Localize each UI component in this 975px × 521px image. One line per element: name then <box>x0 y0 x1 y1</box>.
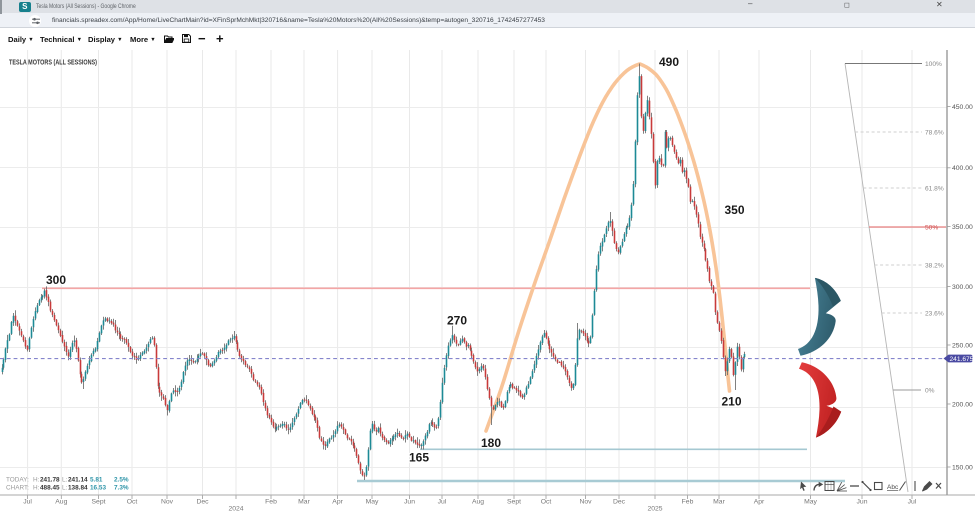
svg-text:138.84: 138.84 <box>68 484 88 491</box>
svg-text:210: 210 <box>721 395 741 409</box>
svg-text:270: 270 <box>447 314 467 328</box>
svg-text:L:: L: <box>62 484 68 491</box>
svg-text:50%: 50% <box>925 225 938 232</box>
svg-text:100%: 100% <box>925 61 942 68</box>
svg-text:490: 490 <box>659 55 679 69</box>
svg-text:78.6%: 78.6% <box>925 130 944 137</box>
svg-text:0%: 0% <box>925 388 935 395</box>
svg-text:Sept: Sept <box>507 499 521 506</box>
svg-text:241.14: 241.14 <box>68 476 88 483</box>
svg-text:H:: H: <box>33 484 40 491</box>
svg-text:16.53: 16.53 <box>90 484 106 491</box>
svg-text:23.6%: 23.6% <box>925 311 944 318</box>
svg-text:L:: L: <box>62 476 68 483</box>
svg-text:350.00: 350.00 <box>952 224 973 231</box>
svg-text:CHART:: CHART: <box>6 484 29 491</box>
svg-text:TESLA MOTORS (ALL SESSIONS): TESLA MOTORS (ALL SESSIONS) <box>9 60 97 67</box>
svg-text:Sept: Sept <box>92 499 106 506</box>
svg-text:Mar: Mar <box>298 499 310 506</box>
svg-text:241.78: 241.78 <box>40 476 60 483</box>
svg-text:200.00: 200.00 <box>952 401 973 408</box>
svg-text:May: May <box>366 499 379 506</box>
svg-text:Dec: Dec <box>613 499 626 506</box>
svg-text:Abc: Abc <box>887 484 899 491</box>
svg-text:Feb: Feb <box>265 499 277 506</box>
svg-text:241.675: 241.675 <box>950 356 974 363</box>
svg-text:Jul: Jul <box>438 499 447 506</box>
svg-text:Apr: Apr <box>332 499 343 506</box>
svg-text:Jun: Jun <box>857 499 868 506</box>
svg-text:450.00: 450.00 <box>952 104 973 111</box>
svg-text:7.3%: 7.3% <box>114 484 129 491</box>
svg-text:250.00: 250.00 <box>952 342 973 349</box>
svg-text:488.45: 488.45 <box>40 484 60 491</box>
svg-text:61.8%: 61.8% <box>925 186 944 193</box>
svg-text:180: 180 <box>481 436 501 450</box>
svg-text:Aug: Aug <box>55 499 67 506</box>
svg-text:Oct: Oct <box>127 499 138 506</box>
svg-text:Oct: Oct <box>541 499 552 506</box>
svg-text:350: 350 <box>724 203 744 217</box>
svg-text:Jun: Jun <box>404 499 415 506</box>
svg-text:Nov: Nov <box>579 499 592 506</box>
svg-text:Apr: Apr <box>754 499 765 506</box>
svg-text:Nov: Nov <box>161 499 174 506</box>
svg-text:165: 165 <box>409 451 429 465</box>
svg-text:Jul: Jul <box>908 499 917 506</box>
svg-text:300: 300 <box>46 273 66 287</box>
svg-text:38.2%: 38.2% <box>925 263 944 270</box>
svg-text:Dec: Dec <box>196 499 209 506</box>
svg-text:H:: H: <box>33 476 40 483</box>
svg-text:TODAY:: TODAY: <box>6 476 29 483</box>
svg-text:May: May <box>804 499 817 506</box>
svg-text:2025: 2025 <box>647 506 662 513</box>
svg-text:2.5%: 2.5% <box>114 476 129 483</box>
svg-text:Mar: Mar <box>713 499 725 506</box>
svg-text:400.00: 400.00 <box>952 165 973 172</box>
svg-text:Feb: Feb <box>682 499 694 506</box>
svg-text:Jul: Jul <box>23 499 32 506</box>
svg-text:Aug: Aug <box>472 499 484 506</box>
svg-text:2024: 2024 <box>228 506 243 513</box>
svg-text:5.81: 5.81 <box>90 476 103 483</box>
svg-text:150.00: 150.00 <box>952 464 973 471</box>
svg-text:300.00: 300.00 <box>952 284 973 291</box>
